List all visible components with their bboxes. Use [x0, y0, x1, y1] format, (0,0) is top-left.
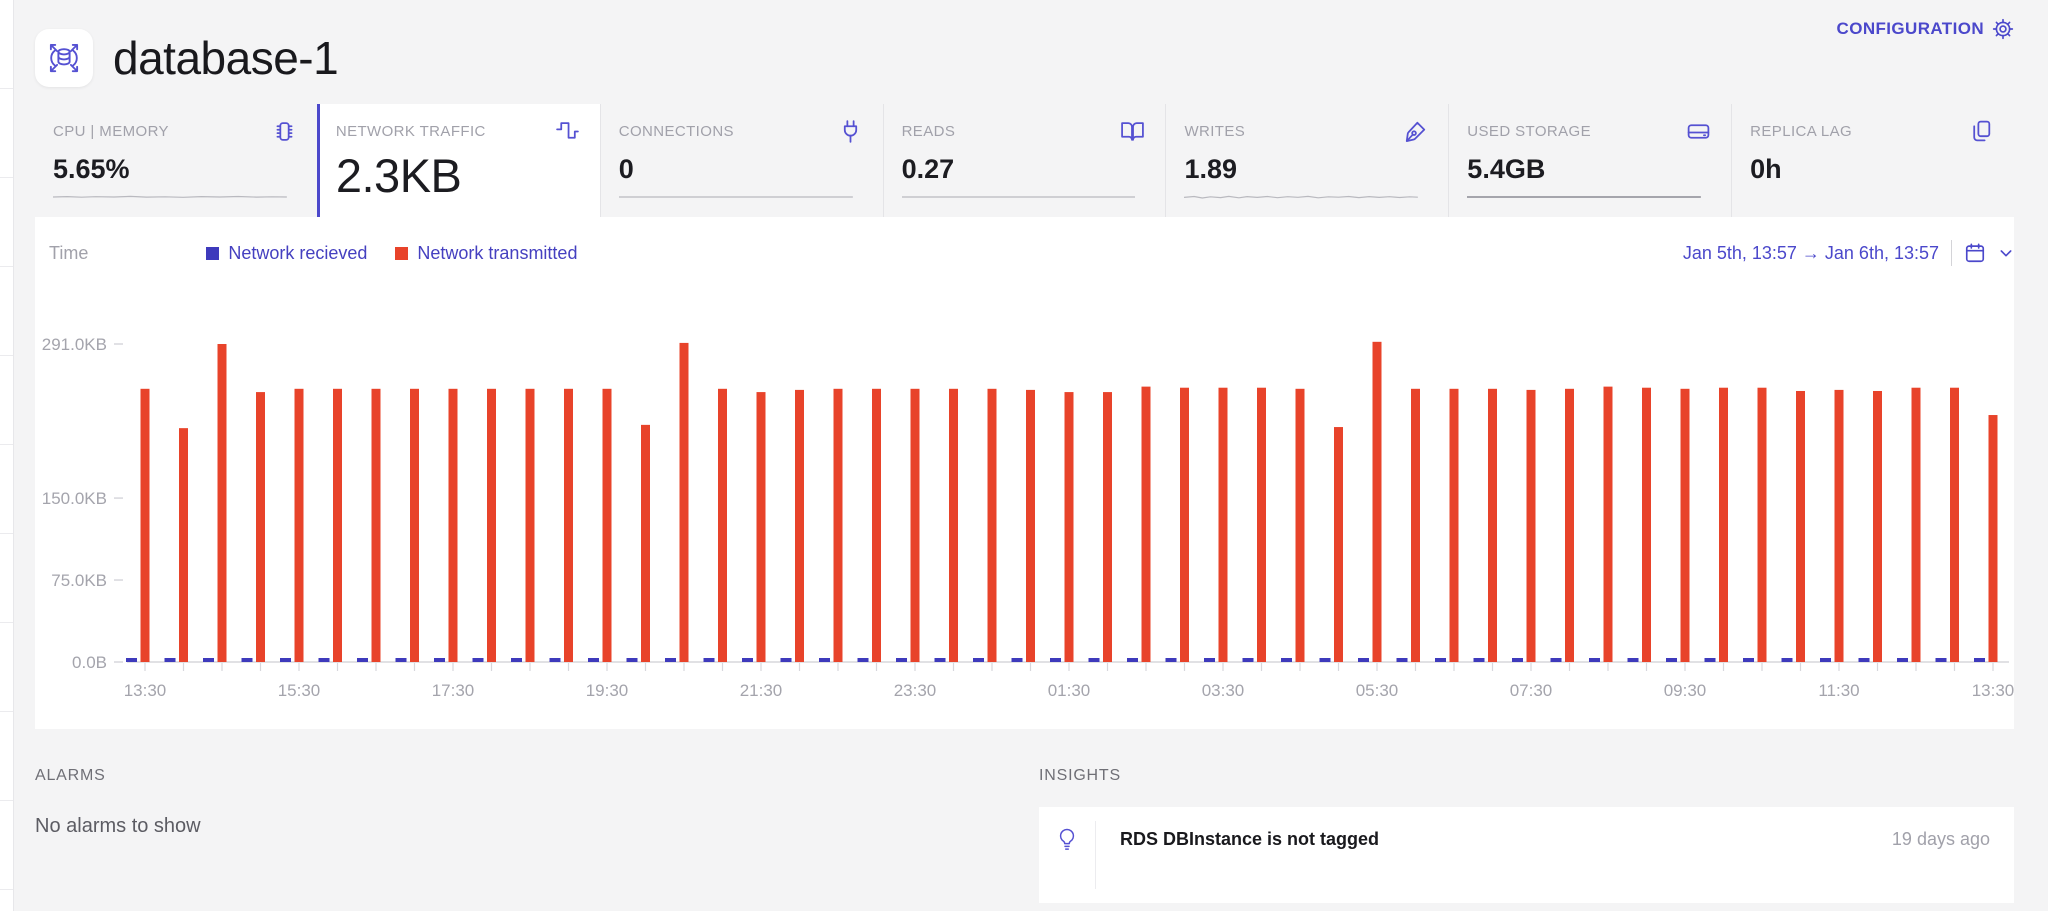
bottom-sections: ALARMS No alarms to show INSIGHTS RDS DB… — [35, 729, 2014, 903]
sparkline — [53, 195, 287, 198]
configuration-label: CONFIGURATION — [1836, 19, 1984, 38]
tab-label: CPU | MEMORY — [53, 123, 169, 140]
configuration-link[interactable]: CONFIGURATION — [1837, 18, 2014, 40]
insights-section: INSIGHTS RDS DBInstance is not tagged 19… — [1039, 767, 2014, 903]
tab-value: 5.4GB — [1467, 154, 1546, 184]
sparkline — [1467, 196, 1702, 198]
insight-time: 19 days ago — [1891, 829, 1990, 849]
tab-value: 0 — [618, 154, 634, 184]
tab-value: 2.3KB — [335, 149, 462, 202]
book-open-icon — [1121, 122, 1145, 141]
collapsed-panel-edge — [0, 0, 14, 911]
chart-header: Time Network recieved Network transmitte… — [35, 217, 2014, 269]
divider — [1951, 240, 1952, 266]
tab-value: 0h — [1750, 154, 1782, 184]
legend-network-transmitted[interactable]: Network transmitted — [395, 243, 577, 264]
sparkline — [618, 196, 853, 198]
tab-label: NETWORK TRAFFIC — [335, 123, 486, 140]
alarms-empty-message: No alarms to show — [35, 815, 201, 837]
lightbulb-icon — [1039, 807, 1095, 903]
tab-value: 5.65% — [53, 154, 130, 184]
svg-text:05:30: 05:30 — [1356, 681, 1399, 700]
svg-text:13:30: 13:30 — [124, 681, 167, 700]
page-title: database-1 — [113, 32, 339, 84]
tab-label: WRITES — [1184, 123, 1246, 140]
alarms-section: ALARMS No alarms to show — [35, 767, 1009, 903]
tab-used-storage[interactable]: USED STORAGE 5.4GB — [1448, 104, 1731, 217]
tab-label: READS — [901, 123, 956, 140]
legend-swatch-received — [206, 246, 220, 260]
metric-tabs: CPU | MEMORY 5.65% NETWORK TRAFFIC 2.3KB — [35, 104, 2014, 217]
gear-icon — [1992, 18, 2014, 40]
tab-value: 1.89 — [1184, 154, 1237, 184]
tab-writes[interactable]: WRITES 1.89 — [1165, 104, 1448, 217]
insight-content: RDS DBInstance is not tagged 19 days ago — [1096, 807, 2014, 903]
svg-text:03:30: 03:30 — [1202, 681, 1245, 700]
pen-nib-icon — [1406, 121, 1426, 142]
tab-replica-lag[interactable]: REPLICA LAG 0h — [1731, 104, 2014, 217]
legend-swatch-transmitted — [395, 246, 409, 260]
sparkline — [1184, 195, 1419, 199]
main-content: database-1 CONFIGURATION CPU | MEMORY 5.… — [14, 0, 2048, 911]
tab-label: REPLICA LAG — [1750, 123, 1853, 140]
legend-network-received[interactable]: Network recieved — [206, 243, 367, 264]
insights-header: INSIGHTS — [1039, 767, 1121, 784]
svg-text:21:30: 21:30 — [740, 681, 783, 700]
date-range-picker[interactable]: Jan 5th, 13:57 → Jan 6th, 13:57 — [1683, 240, 2014, 266]
tab-label: USED STORAGE — [1467, 123, 1592, 140]
insight-title: RDS DBInstance is not tagged — [1120, 829, 1380, 849]
svg-text:291.0KB: 291.0KB — [42, 335, 107, 354]
tab-connections[interactable]: CONNECTIONS 0 — [599, 104, 883, 217]
tab-cpu-memory[interactable]: CPU | MEMORY 5.65% — [35, 104, 317, 217]
tab-reads[interactable]: READS 0.27 — [882, 104, 1166, 217]
cpu-chip-icon — [276, 122, 293, 141]
svg-text:07:30: 07:30 — [1510, 681, 1553, 700]
svg-text:13:30: 13:30 — [1972, 681, 2014, 700]
insight-card[interactable]: RDS DBInstance is not tagged 19 days ago — [1039, 807, 2014, 903]
divider — [1095, 821, 1096, 889]
plug-icon — [843, 120, 857, 143]
network-traffic-chart-panel: Time Network recieved Network transmitte… — [35, 217, 2014, 729]
date-range-text: Jan 5th, 13:57 → Jan 6th, 13:57 — [1682, 242, 1939, 263]
svg-text:19:30: 19:30 — [586, 681, 629, 700]
svg-text:75.0KB: 75.0KB — [51, 571, 107, 590]
svg-text:11:30: 11:30 — [1818, 681, 1859, 700]
copy-icon — [1973, 120, 1991, 142]
chart-legend: Network recieved Network transmitted — [206, 243, 577, 264]
database-scale-icon — [35, 29, 93, 87]
calendar-icon — [1965, 243, 1985, 263]
pulse-icon — [555, 122, 579, 139]
network-traffic-bar-chart[interactable]: 0.0B 75.0KB 150.0KB 291.0KB 13:30 15:30 17:30 1… — [35, 269, 2014, 709]
svg-text:23:30: 23:30 — [894, 681, 937, 700]
svg-text:150.0KB: 150.0KB — [42, 489, 107, 508]
svg-text:09:30: 09:30 — [1664, 681, 1707, 700]
tab-value: 0.27 — [901, 154, 955, 184]
svg-text:01:30: 01:30 — [1048, 681, 1091, 700]
tab-network-traffic[interactable]: NETWORK TRAFFIC 2.3KB — [316, 104, 600, 217]
time-axis-label: Time — [49, 242, 89, 263]
svg-text:17:30: 17:30 — [432, 681, 475, 700]
hard-drive-icon — [1687, 124, 1710, 139]
page-header: database-1 CONFIGURATION — [35, 12, 2014, 104]
tab-label: CONNECTIONS — [618, 123, 734, 140]
chevron-down-icon — [2000, 250, 2012, 257]
svg-text:0.0B: 0.0B — [72, 653, 107, 672]
alarms-header: ALARMS — [35, 767, 106, 784]
sparkline — [901, 196, 1136, 198]
svg-text:15:30: 15:30 — [278, 681, 321, 700]
